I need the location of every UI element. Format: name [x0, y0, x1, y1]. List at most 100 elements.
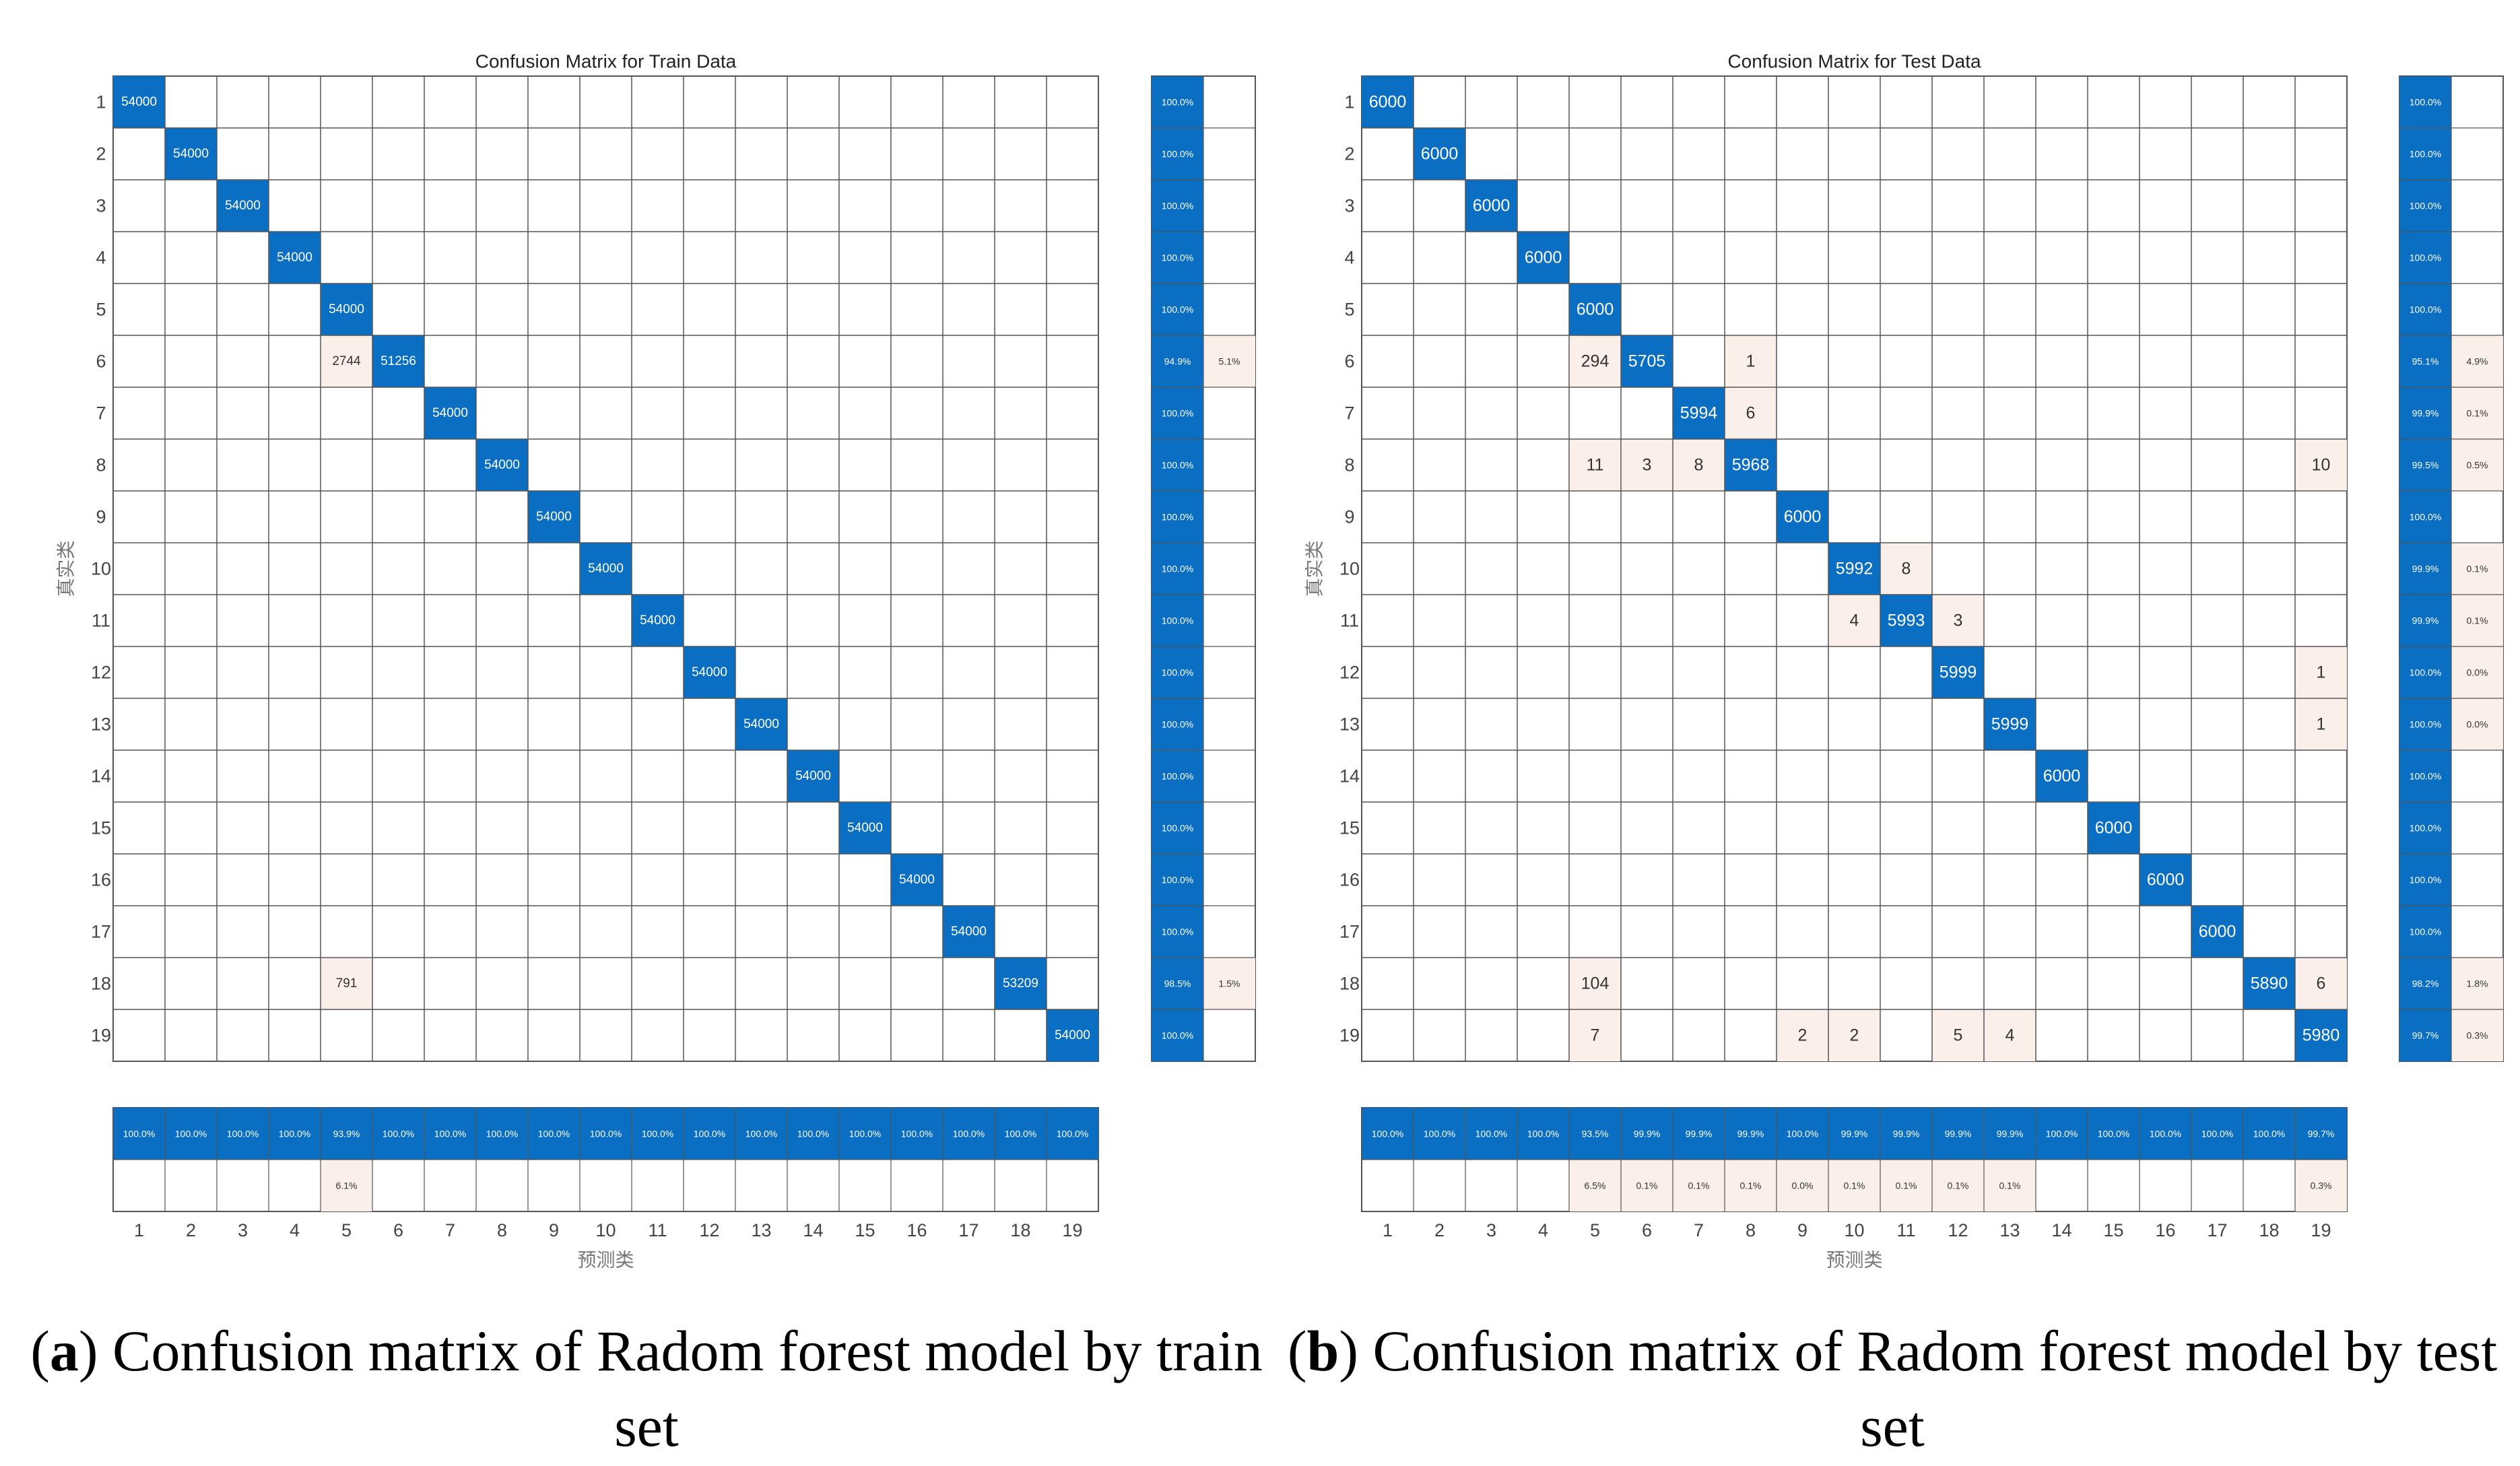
- matrix-cell-value: 51256: [380, 354, 416, 368]
- x-tick-label: 11: [1896, 1220, 1915, 1240]
- row-summary-correct: [1152, 543, 1203, 595]
- col-summary-error-value: 6.5%: [1585, 1180, 1606, 1191]
- matrix-cell-value: 5968: [1732, 456, 1770, 475]
- row-summary-error-value: 1.8%: [2467, 978, 2488, 989]
- y-tick-label: 1: [96, 92, 106, 112]
- y-tick-label: 15: [91, 818, 111, 838]
- row-summary-correct-value: 100.0%: [1162, 1030, 1193, 1041]
- row-summary-correct-value: 100.0%: [2410, 97, 2441, 108]
- matrix-cell-correct: [1362, 76, 1414, 128]
- row-summary-correct: [2399, 491, 2451, 543]
- row-summary-correct-value: 100.0%: [1162, 97, 1193, 108]
- y-tick-label: 9: [96, 507, 106, 527]
- y-tick-label: 7: [96, 403, 106, 424]
- row-summary-correct-value: 100.0%: [1162, 615, 1193, 626]
- y-tick-label: 14: [91, 766, 111, 787]
- x-tick-label: 12: [1948, 1220, 1968, 1240]
- col-summary-correct-value: 100.0%: [486, 1129, 518, 1139]
- matrix-cell-value: 5: [1954, 1026, 1963, 1045]
- matrix-cell-error: [1828, 595, 1880, 646]
- x-tick-label: 8: [497, 1220, 507, 1240]
- col-summary-correct-value: 100.0%: [538, 1129, 570, 1139]
- row-summary-correct-value: 100.0%: [2410, 927, 2441, 937]
- row-summary-error-value: 5.1%: [1219, 356, 1240, 367]
- row-summary-correct: [1152, 76, 1203, 128]
- y-tick-label: 19: [1339, 1026, 1360, 1046]
- matrix-cell-correct: [2140, 854, 2191, 906]
- matrix-cell-correct: [2191, 906, 2243, 958]
- y-tick-label: 15: [1339, 818, 1360, 838]
- matrix-cell-correct: [321, 284, 372, 335]
- col-summary-error: [1621, 1160, 1673, 1211]
- row-summary-correct-value: 100.0%: [1162, 460, 1193, 471]
- matrix-cell-value: 10: [2312, 456, 2331, 475]
- matrix-cell-correct: [735, 698, 787, 750]
- matrix-cell-value: 54000: [640, 613, 675, 628]
- row-summary-error-value: 0.1%: [2467, 408, 2488, 419]
- matrix-cell-correct: [787, 750, 839, 802]
- row-summary-correct-value: 100.0%: [1162, 719, 1193, 730]
- matrix-cell-correct: [1984, 698, 2036, 750]
- x-tick-label: 15: [855, 1220, 875, 1240]
- matrix-cell-error: [1569, 1009, 1621, 1061]
- y-tick-label: 4: [96, 248, 106, 268]
- matrix-cell-correct: [424, 387, 476, 439]
- col-summary-correct-value: 100.0%: [279, 1129, 310, 1139]
- row-summary-error-value: 0.5%: [2467, 460, 2488, 471]
- confusion-matrix-test: Confusion Matrix for Test Data6000600060…: [1304, 51, 2504, 1271]
- row-summary-correct-value: 100.0%: [2410, 875, 2441, 886]
- row-summary-correct-value: 100.0%: [1162, 927, 1193, 937]
- x-tick-label: 17: [958, 1220, 979, 1240]
- matrix-cell-error: [1673, 439, 1725, 491]
- matrix-cell-value: 11: [1587, 456, 1604, 475]
- x-tick-label: 2: [186, 1220, 196, 1240]
- matrix-cell-value: 54000: [484, 458, 520, 472]
- col-summary-error: [1932, 1160, 1984, 1211]
- col-summary-correct-value: 100.0%: [1057, 1129, 1088, 1139]
- y-tick-label: 13: [91, 714, 111, 735]
- col-summary-correct-value: 100.0%: [1787, 1129, 1818, 1139]
- col-summary-correct-value: 99.9%: [1945, 1129, 1972, 1139]
- matrix-cell-value: 54000: [121, 95, 157, 109]
- col-summary-correct: [1932, 1108, 1984, 1160]
- col-summary-correct: [269, 1108, 321, 1160]
- matrix-cell-value: 8: [1694, 456, 1704, 475]
- row-summary-error: [2451, 958, 2503, 1009]
- matrix-cell-value: 2: [1798, 1026, 1808, 1045]
- x-tick-label: 1: [1383, 1220, 1393, 1240]
- row-summary-error: [2451, 698, 2503, 750]
- row-summary-error: [2451, 439, 2503, 491]
- row-summary-correct: [2399, 180, 2451, 232]
- col-summary-error-value: 0.1%: [1948, 1180, 1969, 1191]
- matrix-cell-value: 2: [1850, 1026, 1859, 1045]
- matrix-cell-value: 5999: [1991, 715, 2029, 734]
- row-summary-error-value: 0.3%: [2467, 1030, 2488, 1041]
- row-summary-error: [2451, 646, 2503, 698]
- y-tick-label: 18: [1339, 974, 1360, 994]
- y-tick-label: 5: [1344, 300, 1354, 320]
- row-summary-correct-value: 100.0%: [1162, 564, 1193, 574]
- row-summary-correct-value: 99.5%: [2412, 460, 2439, 471]
- col-summary-correct: [2295, 1108, 2347, 1160]
- row-summary-correct: [1152, 180, 1203, 232]
- col-summary-error: [1880, 1160, 1932, 1211]
- matrix-cell-correct: [1414, 128, 1465, 180]
- col-summary-error-value: 0.1%: [1636, 1180, 1658, 1191]
- matrix-cell-value: 54000: [899, 873, 935, 887]
- col-summary-correct: [217, 1108, 269, 1160]
- x-tick-label: 13: [1999, 1220, 2020, 1240]
- col-summary-correct-value: 100.0%: [383, 1129, 414, 1139]
- x-axis-label: 预测类: [1826, 1250, 1882, 1271]
- x-tick-label: 7: [445, 1220, 455, 1240]
- x-tick-label: 9: [549, 1220, 559, 1240]
- row-summary-error-value: 0.0%: [2467, 667, 2488, 678]
- col-summary-correct: [632, 1108, 684, 1160]
- matrix-cell-value: 6000: [1421, 145, 1459, 164]
- x-tick-label: 7: [1694, 1220, 1704, 1240]
- x-tick-label: 8: [1746, 1220, 1756, 1240]
- matrix-cell-value: 5999: [1939, 663, 1977, 682]
- row-summary-correct-value: 100.0%: [1162, 201, 1193, 211]
- col-summary-correct-value: 99.9%: [1893, 1129, 1920, 1139]
- row-summary-correct-value: 94.9%: [1164, 356, 1191, 367]
